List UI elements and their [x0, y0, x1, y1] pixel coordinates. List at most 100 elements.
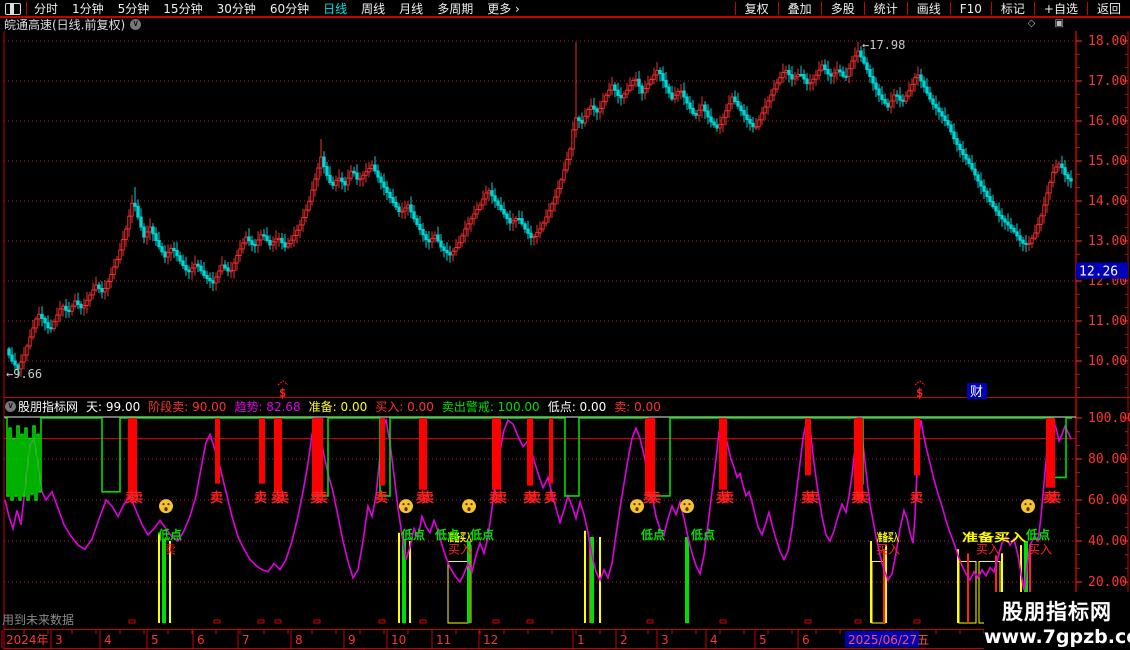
- menu-item-5分钟[interactable]: 5分钟: [117, 2, 150, 16]
- menu-item-多周期[interactable]: 多周期: [437, 2, 474, 16]
- menu-item-60分钟[interactable]: 60分钟: [269, 2, 310, 16]
- chevron-down-icon[interactable]: ∨: [130, 18, 142, 30]
- svg-text:财: 财: [970, 385, 983, 400]
- sell-bar: [719, 418, 727, 490]
- menu-item-更多 ›[interactable]: 更多 ›: [487, 2, 520, 16]
- smiley-icon: [1021, 499, 1035, 514]
- titlebar-icons[interactable]: ◇ ▣: [1027, 18, 1072, 29]
- sell-bar: [215, 418, 220, 484]
- tool-item-F10[interactable]: F10: [959, 1, 982, 16]
- price-axis-label: 17.00: [1088, 74, 1127, 89]
- menu-divider: [1086, 2, 1088, 15]
- sell-bar: [527, 418, 533, 486]
- low-point-bar: [162, 538, 166, 623]
- indicator-axis-label: 100.00: [1088, 411, 1130, 426]
- sell-bar: [914, 418, 920, 476]
- menu-item-分时[interactable]: 分时: [34, 2, 59, 16]
- indicator-field-阶段卖: 阶段卖: 90.00: [148, 399, 227, 414]
- month-label: 4: [710, 633, 718, 647]
- low-point-label: 低点: [690, 527, 715, 542]
- prep-buy-label: 准备买入: [877, 530, 899, 544]
- sell-label: 卖: [421, 490, 434, 506]
- menu-item-30分钟[interactable]: 30分钟: [216, 2, 256, 16]
- price-axis-label: 16.00: [1088, 114, 1127, 129]
- menu-item-月线[interactable]: 月线: [399, 2, 424, 16]
- month-label: 11: [436, 633, 451, 647]
- indicator-chevron-icon[interactable]: ∨: [5, 400, 16, 412]
- low-point-bar: [685, 536, 689, 623]
- menu-item-1分钟[interactable]: 1分钟: [72, 2, 104, 16]
- sell-label: 卖: [856, 490, 869, 506]
- smiley-icon: [630, 499, 644, 514]
- sell-label: 卖: [851, 490, 864, 506]
- zero-tick: [313, 619, 321, 624]
- low-point-label: 低点: [469, 527, 494, 542]
- sell-label: 卖: [528, 490, 541, 506]
- svg-text:$: $: [916, 386, 923, 400]
- month-label: 3: [661, 633, 669, 647]
- menu-item-15分钟[interactable]: 15分钟: [163, 2, 203, 16]
- tool-item-+自选[interactable]: +自选: [1043, 2, 1078, 16]
- sell-label: 卖: [271, 490, 284, 506]
- indicator-field-趋势: 趋势: 82.68: [234, 399, 301, 414]
- tool-item-画线[interactable]: 画线: [916, 2, 941, 16]
- tool-item-返回[interactable]: 返回: [1096, 2, 1121, 16]
- menu-item-周线[interactable]: 周线: [361, 2, 386, 16]
- zero-tick: [646, 619, 654, 624]
- zero-tick: [378, 619, 386, 624]
- sell-label: 卖: [254, 490, 267, 506]
- tool-item-复权[interactable]: 复权: [744, 2, 769, 16]
- indicator-header: ∨ 股朋指标网 天: 99.00 阶段卖: 90.00 趋势: 82.68 准备: 0…: [0, 399, 1076, 413]
- month-label: 5: [151, 633, 159, 647]
- low-point-bar: [590, 536, 594, 623]
- price-axis-label: 10.00: [1088, 354, 1127, 369]
- layout-icon[interactable]: [5, 2, 21, 15]
- tool-item-标记[interactable]: 标记: [1000, 2, 1025, 16]
- sell-bar: [854, 418, 863, 500]
- sell-label: 卖: [494, 490, 507, 506]
- month-label: 6: [802, 633, 810, 647]
- menu-item-日线[interactable]: 日线: [323, 2, 348, 16]
- indicator-name: 股朋指标网: [18, 399, 79, 414]
- tool-item-多股[interactable]: 多股: [830, 2, 855, 16]
- indicator-axis-label: 20.00: [1088, 575, 1127, 590]
- sell-bar: [380, 418, 385, 486]
- tools-menu: 复权 叠加 多股 统计 画线 F10 标记 +自选 返回: [734, 0, 1130, 17]
- indicator-axis-label: 40.00: [1088, 534, 1127, 549]
- menu-divider: [26, 2, 27, 15]
- current-price-badge: [1076, 262, 1128, 279]
- dollar-signal-icon: $: [277, 380, 289, 400]
- tool-item-叠加[interactable]: 叠加: [787, 2, 812, 16]
- smiley-icon: [680, 499, 694, 514]
- price-axis-label: 13.00: [1088, 234, 1127, 249]
- indicator-field-低点: 低点: 0.00: [547, 399, 607, 414]
- smiley-icon: [159, 499, 173, 514]
- candlestick-series: [7, 41, 1073, 377]
- stock-title: 皖通高速(日线.前复权): [4, 17, 126, 32]
- sell-label: 卖: [276, 490, 289, 506]
- price-axis-label: 18.00: [1088, 34, 1127, 49]
- month-label: 7: [242, 633, 250, 647]
- smiley-icon: [399, 499, 413, 514]
- zero-tick: [804, 619, 812, 624]
- zero-tick: [213, 619, 221, 624]
- sell-label: 卖: [716, 490, 729, 506]
- buy-label: 买入: [876, 542, 900, 556]
- menu-divider: [990, 2, 992, 15]
- buy-label: 买入: [976, 542, 1000, 556]
- indicator-field-买入: 买入: 0.00: [375, 399, 434, 414]
- smiley-icon: [462, 499, 476, 514]
- sell-bar: [259, 418, 265, 484]
- watermark: 股朋指标网 www.7gpzb.com: [984, 592, 1130, 650]
- watermark-title: 股朋指标网: [1002, 600, 1112, 624]
- max-price-annotation: ←17.98: [862, 38, 905, 52]
- month-label: 12: [483, 633, 498, 647]
- sell-label: 卖: [125, 490, 138, 506]
- sell-bar: [419, 418, 427, 490]
- dollar-signal-icon: $: [914, 380, 926, 400]
- low-point-bar: [467, 541, 471, 623]
- tool-item-统计[interactable]: 统计: [873, 2, 898, 16]
- sell-label: 卖: [210, 490, 223, 506]
